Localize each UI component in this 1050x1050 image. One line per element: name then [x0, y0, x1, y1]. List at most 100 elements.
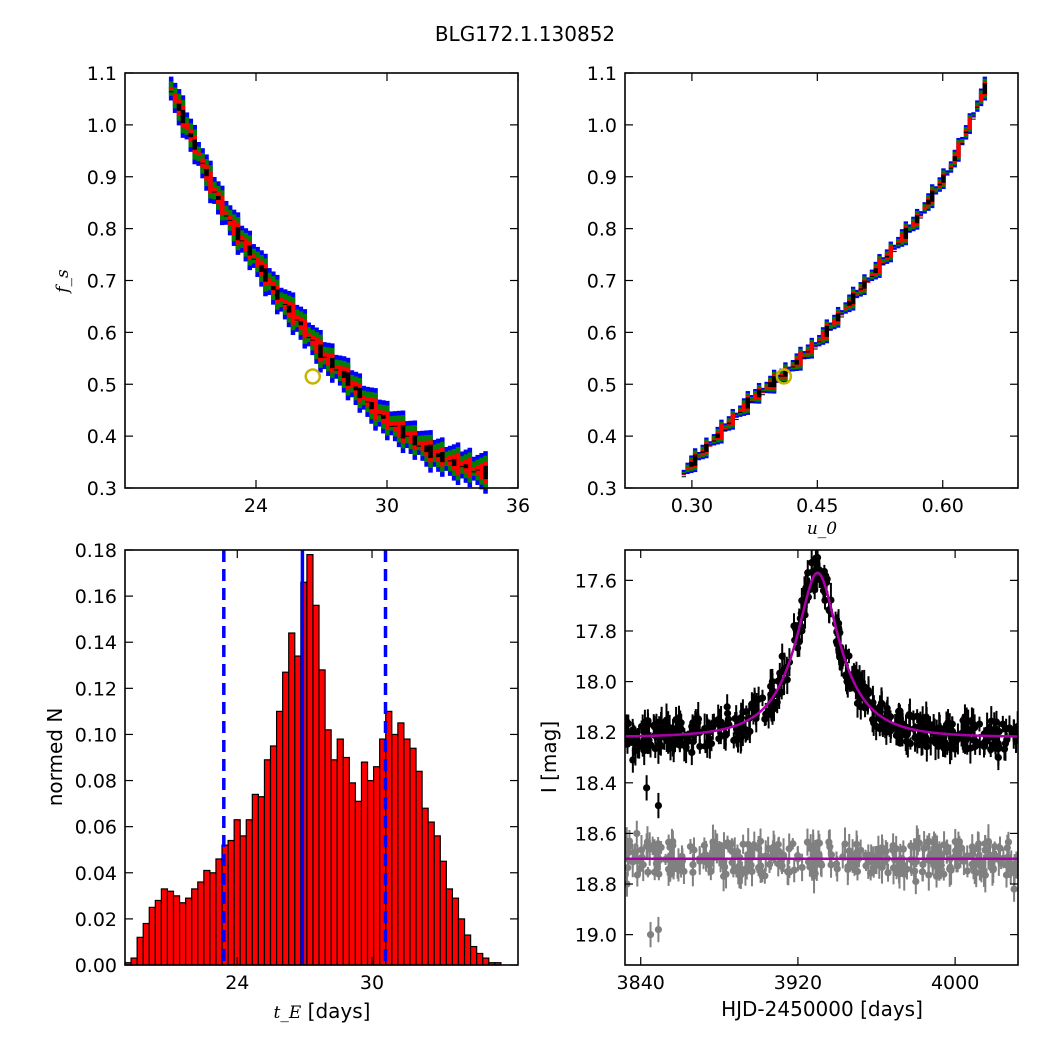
p1-cell-inner	[294, 315, 300, 322]
p1-cell-inner	[337, 365, 343, 376]
p4-data-point	[793, 644, 802, 652]
p2-cell-3	[952, 156, 957, 162]
p4-ylabel: I [mag]	[537, 721, 561, 793]
p4-data-point	[755, 695, 763, 703]
p4-data-point	[857, 703, 865, 711]
p2-cell-3	[963, 131, 969, 134]
p1-cell-inner	[314, 337, 319, 354]
p4-residual-point	[915, 839, 924, 847]
p3-bar	[294, 655, 302, 966]
p2-cell-2	[960, 141, 965, 143]
p2-cell-3	[802, 357, 807, 359]
p1-cell-core	[263, 268, 268, 282]
p4-residual-point	[654, 840, 662, 848]
p4-residual-point	[733, 848, 742, 856]
p1-cell-core	[404, 435, 410, 437]
p3-bar	[306, 554, 314, 966]
p2-cell-1	[960, 138, 965, 144]
p3-bar	[457, 918, 466, 966]
p2-cell-3	[726, 422, 732, 425]
panel-te-histogram: 24 30 0.00 0.02 0.04 0.06 0.08 0.10 0.12 0.14 0.16…	[43, 540, 519, 1023]
p4-ytick-label: 17.6	[575, 570, 617, 592]
p4-ytick-label: 18.8	[575, 874, 617, 896]
p4-residual-point	[981, 840, 989, 848]
p2-cell-2	[888, 246, 893, 258]
p2-ticks: 0.30 0.45 0.60 0.3 0.4 0.5 0.6 0.7 0.8 0.9 1.0 1.1	[587, 63, 1018, 517]
p4-residual-point	[728, 847, 736, 856]
p4-residual-point	[881, 858, 889, 866]
p4-residual-point	[827, 861, 835, 869]
p3-bar	[203, 869, 211, 966]
p3-bar	[318, 669, 326, 966]
p3-bar	[439, 860, 447, 966]
p1-cell-inner	[455, 452, 461, 475]
p1-cell-inner	[212, 187, 217, 194]
p3-ticks: 24 30 0.00 0.02 0.04 0.06 0.08 0.10 0.12 0.14 0.16…	[75, 540, 518, 994]
p1-ytick-label: 0.4	[87, 426, 117, 448]
p1-xtick-label: 36	[506, 495, 530, 517]
p3-bar	[191, 888, 199, 966]
p4-residuals-point	[715, 850, 723, 858]
p1-cell-core	[357, 387, 363, 399]
p4-residuals-point	[1010, 885, 1018, 893]
p1-cell-inner	[459, 461, 465, 469]
p3-bar	[215, 858, 223, 966]
p2-cell-2	[817, 339, 822, 342]
p2-cell-3	[711, 440, 717, 442]
p3-bar	[227, 839, 235, 966]
p4-residual-point	[690, 846, 698, 854]
p1-ticks: 24 30 36 0.3 0.4 0.5 0.6 0.7 0.8 0.9 1.0 1.1	[87, 63, 530, 517]
p1-cell-core	[428, 444, 433, 459]
p2-cell-1	[681, 471, 687, 473]
p3-bar	[482, 957, 490, 966]
p1-cell-inner	[255, 257, 260, 267]
p4-residual-point	[765, 860, 774, 868]
p1-cell-core	[212, 191, 217, 193]
p3-bar	[130, 957, 138, 966]
p2-ytick-label: 0.5	[587, 374, 617, 396]
p4-residual-point	[925, 871, 933, 879]
p2-cell-3	[839, 316, 845, 318]
p2-cell-3	[892, 251, 897, 253]
p4-data-point	[737, 734, 745, 742]
p2-cell-1	[787, 368, 792, 370]
p2-cell-1	[802, 353, 807, 358]
p1-cell-core	[282, 303, 288, 305]
p2-cell-3	[869, 275, 875, 277]
p1-cell-core	[369, 402, 374, 410]
p2-cell-2	[975, 104, 980, 108]
p2-cell-3	[805, 350, 811, 353]
p4-residuals-point	[643, 842, 651, 850]
p3-xlabel: t_E [days]	[274, 999, 371, 1023]
p3-bar	[142, 922, 150, 966]
p4-residual-point	[1002, 871, 1011, 879]
p1-cell-core	[381, 414, 386, 419]
p2-cell-3	[847, 300, 852, 306]
p1-cell-core	[200, 162, 205, 164]
p1-cell-inner	[208, 170, 213, 193]
p2-cell-3	[723, 429, 728, 431]
p3-ylabel: normed N	[43, 708, 67, 807]
p4-residual-point	[844, 863, 852, 871]
p4-data-point	[692, 722, 700, 730]
p2-cell-1	[707, 443, 713, 445]
p4-data-point	[1005, 724, 1014, 732]
p4-residual-point	[892, 869, 901, 877]
p3-bar	[136, 936, 144, 966]
p1-ytick-label: 1.1	[87, 63, 117, 85]
p4-data-point	[644, 717, 652, 725]
p4-residuals-point	[680, 867, 688, 875]
p3-ytick-label: 0.14	[75, 632, 117, 654]
p2-cell-2	[809, 342, 814, 355]
p1-cell-core	[341, 370, 347, 378]
p2-cell-1	[854, 291, 860, 297]
p4-data-point	[961, 713, 969, 721]
p2-cell-2	[956, 142, 961, 158]
p1-cell-inner	[251, 254, 256, 258]
p4-data-point	[657, 742, 665, 750]
p4-data-point	[987, 745, 995, 754]
p4-frame	[624, 549, 1019, 966]
p4-residual-point	[940, 870, 948, 878]
p3-bar	[154, 899, 162, 966]
p3-bar	[451, 897, 460, 966]
